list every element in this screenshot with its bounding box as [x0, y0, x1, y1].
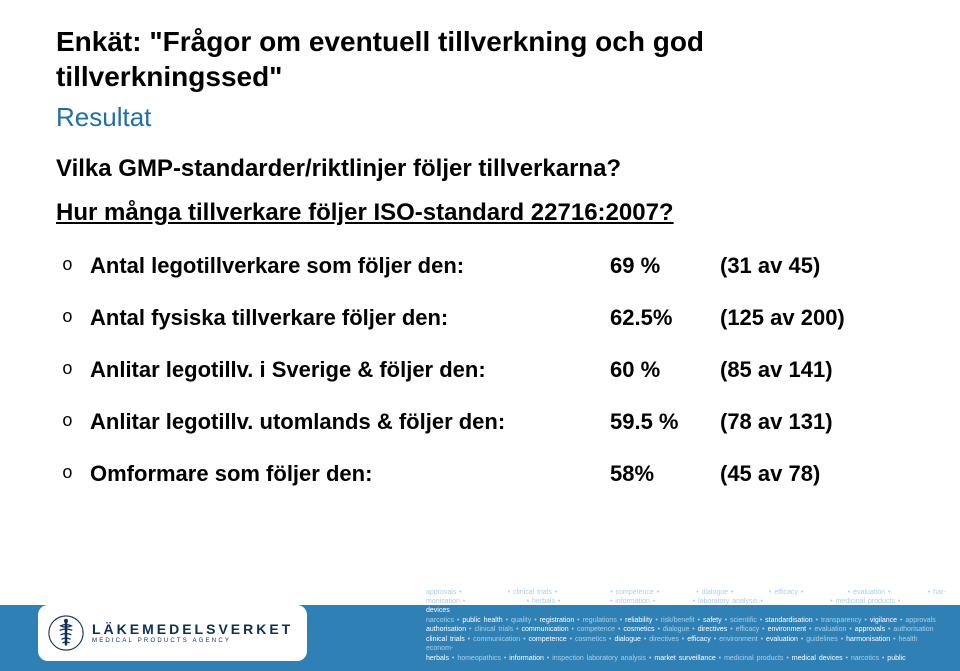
footer-keywords: approvals • authorisation • clinical tri… [426, 588, 946, 664]
bullet-icon: o [62, 464, 90, 484]
title-line1: Enkät: "Frågor om eventuell tillverkning… [56, 26, 704, 57]
bullet-icon: o [62, 308, 90, 328]
main-question: Vilka GMP-standarder/riktlinjer följer t… [56, 155, 904, 183]
row-label: Antal fysiska tillverkare följer den: [90, 305, 610, 331]
result-row: o Antal fysiska tillverkare följer den: … [62, 305, 904, 331]
slide: Enkät: "Frågor om eventuell tillverkning… [0, 0, 960, 671]
row-label: Anlitar legotillv. i Sverige & följer de… [90, 357, 610, 383]
result-row: o Anlitar legotillv. utomlands & följer … [62, 409, 904, 435]
row-note: (45 av 78) [720, 461, 904, 487]
title-line2: tillverkningssed" [56, 61, 282, 92]
footer: approvals • authorisation • clinical tri… [0, 585, 960, 671]
bullet-icon: o [62, 412, 90, 432]
snake-staff-icon [48, 615, 84, 651]
result-row: o Anlitar legotillv. i Sverige & följer … [62, 357, 904, 383]
result-row: o Antal legotillverkare som följer den: … [62, 253, 904, 279]
slide-title: Enkät: "Frågor om eventuell tillverkning… [56, 24, 904, 94]
bullet-icon: o [62, 360, 90, 380]
logo-line1: LÄKEMEDELSVERKET [92, 622, 293, 636]
row-label: Omformare som följer den: [90, 461, 610, 487]
agency-logo: LÄKEMEDELSVERKET MEDICAL PRODUCTS AGENCY [42, 609, 303, 657]
content-area: Enkät: "Frågor om eventuell tillverkning… [0, 0, 960, 487]
row-percent: 60 % [610, 357, 720, 383]
row-percent: 69 % [610, 253, 720, 279]
row-label: Anlitar legotillv. utomlands & följer de… [90, 409, 610, 435]
bullet-icon: o [62, 256, 90, 276]
result-rows: o Antal legotillverkare som följer den: … [56, 253, 904, 487]
logo-text: LÄKEMEDELSVERKET MEDICAL PRODUCTS AGENCY [92, 622, 293, 644]
logo-line2: MEDICAL PRODUCTS AGENCY [92, 638, 293, 644]
row-percent: 62.5% [610, 305, 720, 331]
row-label: Antal legotillverkare som följer den: [90, 253, 610, 279]
row-percent: 58% [610, 461, 720, 487]
row-note: (31 av 45) [720, 253, 904, 279]
result-row: o Omformare som följer den: 58% (45 av 7… [62, 461, 904, 487]
slide-subtitle: Resultat [56, 102, 904, 133]
sub-question: Hur många tillverkare följer ISO-standar… [56, 199, 904, 227]
row-percent: 59.5 % [610, 409, 720, 435]
row-note: (78 av 131) [720, 409, 904, 435]
row-note: (85 av 141) [720, 357, 904, 383]
row-note: (125 av 200) [720, 305, 904, 331]
